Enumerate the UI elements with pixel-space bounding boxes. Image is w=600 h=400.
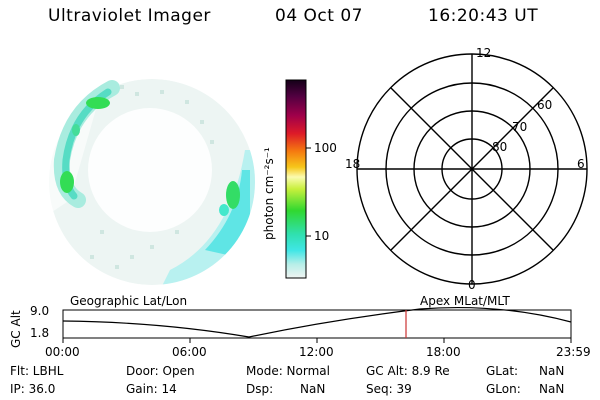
- x-tick-1200: 12:00: [299, 345, 334, 359]
- auroral-image: [49, 79, 255, 285]
- mlt-label-6: 6: [577, 157, 585, 171]
- glon-label: GLon:: [486, 382, 521, 396]
- gc-alt-axis-label: GC Alt: [9, 310, 23, 348]
- x-tick-1800: 18:00: [426, 345, 461, 359]
- lat-label-60: 60: [537, 98, 553, 112]
- seq-status: Seq: 39: [366, 382, 412, 396]
- x-tick-0000: 00:00: [45, 345, 80, 359]
- glon-value: NaN: [539, 382, 565, 396]
- colorbar: [285, 79, 311, 279]
- colorbar-tick-100: 100: [314, 141, 337, 155]
- door-status: Door: Open: [126, 364, 195, 378]
- ip-status: IP: 36.0: [10, 382, 56, 396]
- colorbar-tick-10: 10: [314, 229, 330, 243]
- mlt-label-0: 0: [468, 278, 476, 292]
- x-tick-2359: 23:59: [556, 345, 591, 359]
- instrument-title: Ultraviolet Imager: [48, 6, 211, 26]
- timeline-plot: [62, 306, 572, 343]
- date-label: 04 Oct 07: [275, 6, 363, 26]
- mode-status: Mode: Normal: [246, 364, 330, 378]
- mlt-label-12: 12: [476, 46, 492, 60]
- x-tick-0600: 06:00: [172, 345, 207, 359]
- geographic-title: Geographic Lat/Lon: [70, 294, 188, 308]
- glat-value: NaN: [539, 364, 565, 378]
- lat-label-70: 70: [512, 120, 528, 134]
- mlt-label-18: 18: [345, 157, 361, 171]
- time-label: 16:20:43 UT: [428, 6, 539, 26]
- flt-status: Flt: LBHL: [10, 364, 64, 378]
- y-tick-1-8: 1.8: [30, 326, 50, 340]
- apex-title: Apex MLat/MLT: [420, 294, 510, 308]
- lat-label-80: 80: [492, 140, 508, 154]
- polar-plot: [356, 53, 588, 285]
- y-tick-9: 9.0: [30, 304, 50, 318]
- glat-label: GLat:: [486, 364, 519, 378]
- dsp-value: NaN: [300, 382, 326, 396]
- colorbar-unit-label: photon cm⁻²s⁻¹: [262, 147, 276, 240]
- dsp-label: Dsp:: [246, 382, 274, 396]
- gc-alt-status: GC Alt: 8.9 Re: [366, 364, 450, 378]
- gain-status: Gain: 14: [126, 382, 177, 396]
